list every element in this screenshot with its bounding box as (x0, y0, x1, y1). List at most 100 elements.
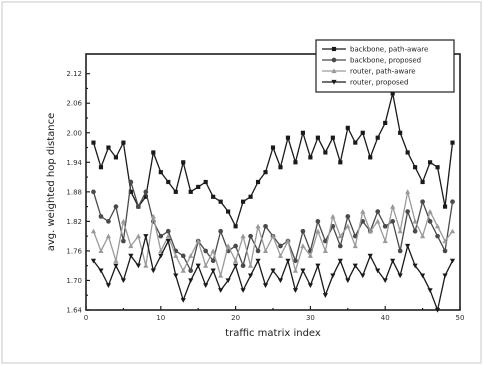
data-point (247, 263, 254, 268)
y-tick-label: 1.64 (66, 307, 82, 315)
y-tick-label: 1.88 (66, 188, 82, 196)
data-point (255, 248, 261, 254)
data-point (390, 219, 396, 224)
data-point (427, 208, 433, 214)
data-point (113, 258, 119, 263)
legend-label: router, proposed (350, 79, 408, 87)
data-point (413, 165, 418, 170)
data-point (135, 233, 141, 239)
data-point (158, 248, 164, 254)
data-point (322, 293, 328, 298)
data-point (398, 130, 403, 135)
data-point (136, 204, 141, 209)
data-point (233, 263, 239, 269)
data-point (382, 238, 388, 244)
data-point (308, 155, 313, 160)
y-tick-label: 1.94 (66, 159, 82, 167)
data-point (211, 194, 216, 199)
data-point (278, 243, 283, 249)
data-point (382, 278, 388, 284)
data-point (323, 150, 328, 155)
data-point (255, 223, 261, 229)
data-point (293, 160, 298, 165)
x-tick-label: 10 (156, 314, 165, 322)
data-point (397, 273, 403, 279)
legend-marker (331, 79, 337, 85)
data-point (292, 268, 299, 273)
data-point (285, 238, 291, 244)
data-point (165, 233, 171, 239)
data-point (255, 258, 261, 264)
data-point (91, 140, 96, 145)
data-point (375, 268, 381, 274)
data-point (442, 204, 448, 209)
data-point (285, 135, 291, 140)
legend-marker (331, 68, 337, 74)
data-point (375, 218, 381, 224)
data-point (442, 238, 448, 244)
x-tick-label: 20 (231, 314, 240, 322)
data-point (449, 258, 456, 264)
data-point (203, 179, 208, 185)
data-point (128, 189, 133, 194)
y-tick-label: 2.00 (66, 129, 82, 137)
data-point (135, 263, 141, 269)
data-point (98, 268, 104, 274)
data-point (405, 209, 410, 214)
legend-label: router, path-aware (350, 68, 416, 76)
data-point (330, 135, 335, 140)
data-point (165, 228, 171, 234)
data-point (128, 179, 134, 185)
data-point (240, 263, 246, 269)
data-point (143, 189, 149, 195)
series-3 (90, 189, 456, 278)
data-point (98, 165, 104, 170)
legend-label: backbone, proposed (350, 57, 421, 65)
data-point (345, 214, 351, 219)
data-point (293, 258, 298, 264)
data-point (218, 199, 223, 204)
legend-item: backbone, path-aware (322, 46, 428, 54)
data-point (300, 228, 306, 234)
data-point (240, 233, 246, 239)
data-point (150, 213, 156, 219)
data-point (345, 223, 351, 229)
x-tick-label: 0 (84, 314, 88, 322)
data-point (248, 194, 253, 199)
data-point (263, 223, 268, 229)
data-point (450, 140, 455, 145)
data-point (255, 179, 261, 185)
data-point (240, 288, 246, 293)
data-point (166, 179, 171, 185)
data-point (98, 248, 104, 254)
y-tick-label: 2.06 (66, 100, 82, 108)
legend-box (315, 39, 455, 93)
data-point (195, 238, 201, 244)
data-point (195, 263, 201, 269)
data-point (105, 233, 112, 239)
data-point (442, 248, 448, 254)
data-point (180, 253, 186, 259)
data-point (412, 228, 418, 234)
data-point (449, 228, 456, 234)
data-point (120, 218, 126, 224)
data-point (428, 160, 433, 165)
data-point (345, 125, 350, 130)
data-point (262, 283, 269, 288)
data-point (435, 233, 440, 239)
data-point (390, 258, 396, 264)
legend-item: router, proposed (322, 79, 408, 87)
y-tick-label: 1.76 (66, 247, 82, 255)
data-point (323, 238, 328, 244)
data-point (241, 199, 246, 204)
data-point (450, 199, 455, 205)
data-point (188, 278, 194, 284)
data-point (91, 189, 96, 195)
data-point (90, 258, 97, 264)
data-point (375, 135, 380, 140)
x-axis-ticks: 0 10 20 30 40 50 (84, 306, 465, 322)
data-point (143, 234, 149, 239)
data-point (300, 268, 306, 274)
x-tick-label: 50 (456, 314, 465, 322)
y-tick-label: 2.12 (66, 70, 82, 78)
